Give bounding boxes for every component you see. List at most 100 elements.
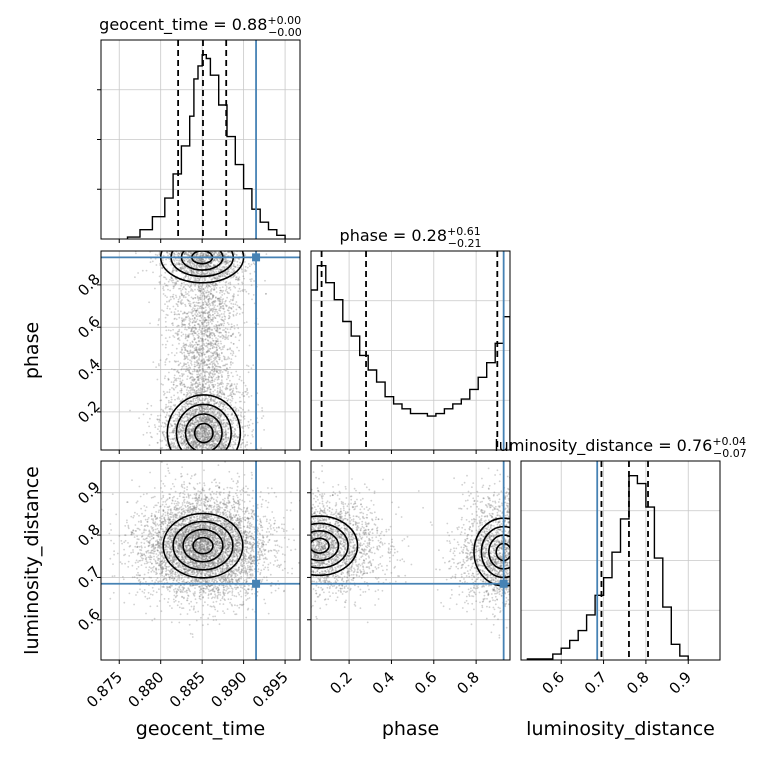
sample-point <box>168 426 171 428</box>
sample-point <box>192 326 195 329</box>
sample-point <box>173 423 176 426</box>
sample-point <box>204 345 207 348</box>
sample-point <box>218 324 221 326</box>
sample-point <box>202 429 205 432</box>
sample-point <box>184 349 187 351</box>
sample-point <box>172 414 175 417</box>
sample-point <box>185 402 187 405</box>
sample-point <box>214 343 217 346</box>
sample-point <box>199 428 202 430</box>
sample-point <box>206 398 209 400</box>
sample-point <box>145 269 148 272</box>
sample-point <box>205 418 208 420</box>
sample-point <box>212 440 215 443</box>
sample-point <box>199 319 202 322</box>
sample-point <box>220 351 223 354</box>
sample-point <box>218 395 221 397</box>
sample-point <box>209 391 212 394</box>
sample-point <box>207 323 210 326</box>
sample-point <box>206 381 209 384</box>
sample-point <box>189 413 192 416</box>
sample-point <box>190 329 193 332</box>
sample-point <box>260 447 262 449</box>
sample-point <box>169 438 172 441</box>
sample-point <box>172 416 174 419</box>
sample-point <box>224 260 227 263</box>
sample-point <box>240 443 243 445</box>
sample-point <box>204 430 207 432</box>
sample-point <box>249 278 252 281</box>
sample-point <box>185 344 188 347</box>
sample-point <box>181 431 184 433</box>
sample-point <box>217 299 220 302</box>
sample-point <box>187 400 190 402</box>
sample-point <box>161 267 164 270</box>
sample-point <box>210 309 213 312</box>
sample-point <box>179 258 182 261</box>
sample-point <box>206 439 209 442</box>
sample-point <box>150 404 153 407</box>
sample-point <box>176 446 179 449</box>
sample-point <box>196 397 198 400</box>
sample-point <box>234 303 237 306</box>
sample-point <box>190 284 193 287</box>
sample-point <box>166 451 168 453</box>
sample-point <box>217 394 220 397</box>
sample-point <box>188 403 191 405</box>
sample-point <box>198 365 201 368</box>
sample-point <box>214 427 216 430</box>
sample-point <box>208 273 211 276</box>
sample-point <box>232 270 235 273</box>
sample-point <box>204 306 207 309</box>
sample-point <box>202 363 205 365</box>
sample-point <box>200 254 203 257</box>
sample-point <box>212 296 214 298</box>
sample-point <box>188 427 191 429</box>
sample-point <box>201 411 203 414</box>
sample-point <box>206 235 208 237</box>
sample-point <box>180 399 183 402</box>
sample-point <box>198 270 200 273</box>
sample-point <box>180 437 183 440</box>
sample-point <box>181 379 184 382</box>
sample-point <box>213 351 216 353</box>
sample-point <box>224 284 227 286</box>
sample-point <box>200 405 203 408</box>
sample-point <box>219 328 221 330</box>
sample-point <box>194 390 197 393</box>
sample-point <box>187 419 190 421</box>
sample-point <box>188 366 191 369</box>
sample-point <box>216 324 219 327</box>
sample-point <box>199 451 201 453</box>
sample-point <box>229 394 232 397</box>
sample-point <box>208 257 210 260</box>
sample-point <box>198 438 201 441</box>
sample-point <box>212 438 215 440</box>
sample-point <box>181 438 184 441</box>
sample-point <box>212 303 215 305</box>
sample-point <box>197 376 199 378</box>
sample-point <box>242 438 244 441</box>
sample-point <box>215 413 217 416</box>
sample-point <box>217 438 219 441</box>
sample-point <box>224 244 226 246</box>
sample-point <box>194 421 196 424</box>
sample-point <box>185 251 188 254</box>
sample-point <box>183 323 185 326</box>
sample-point <box>225 440 228 443</box>
sample-point <box>195 346 198 349</box>
sample-point <box>188 436 191 439</box>
sample-point <box>200 406 203 409</box>
sample-point <box>179 297 181 299</box>
sample-point <box>194 411 197 413</box>
sample-point <box>227 372 229 375</box>
sample-point <box>213 434 216 437</box>
sample-point <box>214 389 216 391</box>
sample-point <box>194 279 197 282</box>
sample-point <box>188 304 191 307</box>
sample-point <box>191 422 194 425</box>
sample-point <box>210 375 213 378</box>
sample-point <box>226 382 229 385</box>
sample-point <box>200 362 202 365</box>
sample-point <box>214 264 217 267</box>
